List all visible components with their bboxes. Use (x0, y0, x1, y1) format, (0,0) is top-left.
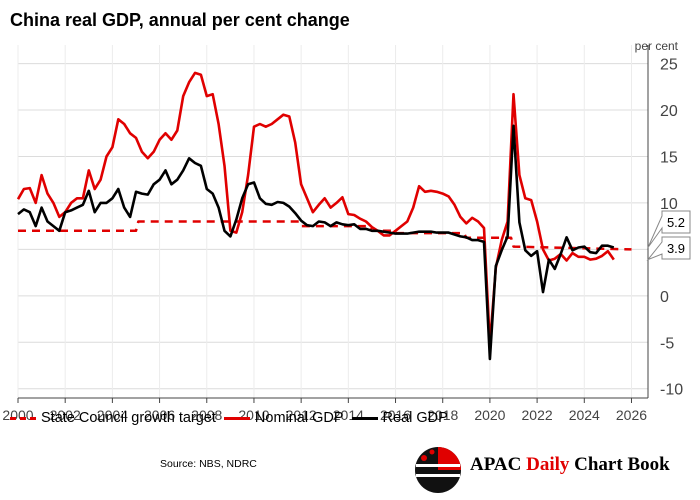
x-tick-label: 2020 (474, 407, 505, 423)
y-tick-label: 20 (660, 103, 678, 120)
chart-title: China real GDP, annual per cent change (10, 10, 350, 30)
end-label-nominal: 3.9 (646, 236, 691, 261)
x-tick-label: 2012 (286, 407, 317, 423)
y-tick-label: 0 (660, 289, 669, 306)
source-note: Source: NBS, NDRC (160, 458, 257, 470)
y-tick-label: 10 (660, 196, 678, 213)
legend-label-nominal: Nominal GDP (254, 410, 344, 426)
apac-logo (415, 447, 461, 493)
x-tick-label: 2026 (616, 407, 647, 423)
legend-swatch-red (223, 416, 250, 420)
brand-prefix: APAC (470, 454, 527, 475)
brand-suffix: Chart Book (569, 454, 670, 475)
end-label-real: 5.2 (647, 210, 691, 248)
brand-accent: Daily (526, 454, 570, 475)
x-tick-label: 2016 (380, 407, 411, 423)
x-tick-label: 2018 (427, 407, 458, 423)
end-label-box (647, 210, 691, 248)
legend-label-target: State Council growth target (41, 410, 216, 426)
x-tick-label: 2004 (97, 407, 128, 423)
x-tick-label: 2006 (144, 407, 175, 423)
x-tick-label: 2024 (569, 407, 600, 423)
x-tick-label: 2022 (522, 407, 553, 423)
x-tick-label: 2002 (50, 407, 81, 423)
legend: State Council growth target Nominal GDP … (10, 410, 456, 426)
series-line-target (18, 220, 632, 251)
legend-swatch-dashed (10, 416, 36, 420)
y-tick-label: -10 (660, 382, 683, 399)
legend-item-target: State Council growth target (10, 410, 216, 426)
y-tick-label: 15 (660, 149, 678, 166)
series-line-real (17, 124, 615, 361)
y-tick-label: 25 (660, 57, 678, 74)
end-label-text: 5.2 (667, 215, 685, 230)
brand-name: APAC Daily Chart Book (470, 454, 670, 476)
legend-label-real: Real GDP (382, 410, 448, 426)
y-axis-unit-label: per cent (635, 39, 679, 53)
end-label-box (646, 236, 691, 261)
series-line-nominal (16, 71, 615, 347)
end-label-text: 3.9 (667, 241, 685, 256)
legend-item-nominal: Nominal GDP (223, 410, 344, 426)
y-tick-label: -5 (660, 335, 674, 352)
legend-swatch-black (351, 416, 378, 420)
x-tick-label: 2008 (191, 407, 222, 423)
logo-mark-icon (415, 447, 461, 493)
legend-item-real: Real GDP (351, 410, 448, 426)
